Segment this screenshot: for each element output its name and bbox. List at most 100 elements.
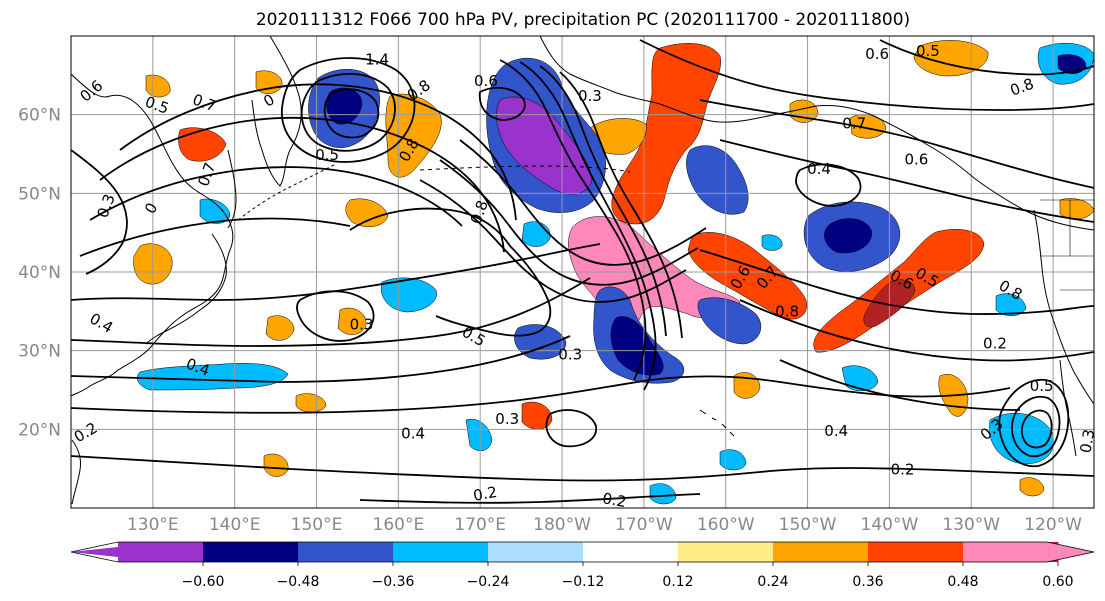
pv-contour-kamchatka-ring-2 [300,73,396,152]
lat-lon-grid [71,36,1094,508]
colorbar-box-5 [583,542,679,562]
lon-label: 120°W [1024,515,1082,535]
contour-label-text: 0.6 [904,151,928,169]
pv-contour-jet-1 [419,179,687,303]
lon-label: 160°W [697,515,755,535]
pv-contour-small-loop-1 [296,290,375,342]
contour-label-text: 0.7 [842,114,866,132]
pc-positive-north-pacific [687,232,807,320]
coast-alaska [539,36,1094,231]
colorbar-box-7 [773,542,869,562]
contour-label: 0.6 [904,151,928,169]
colorbar-tick-label: 0.48 [947,574,978,590]
pv-contour-north-4 [79,217,351,257]
contour-label-text: 0.2 [983,335,1007,353]
contour-label: 1.4 [365,51,389,69]
coast-asia-mainland [71,73,234,397]
contour-label-text: 0.3 [495,410,519,428]
contour-label: 0.3 [350,316,374,334]
colorbar-outline [70,541,1095,563]
colorbar-box-4 [488,542,584,562]
pv-contour-trough-1 [499,59,647,381]
pc-negative-small-6 [719,449,747,471]
contour-label: 0.6 [865,45,889,63]
pv-contour-alaska-2 [699,99,1094,189]
contour-label-text: 0.2 [601,489,628,511]
coast-japan [145,233,227,345]
contour-label-text: 0.2 [472,483,499,505]
pv-contour-baja-3 [1020,409,1053,449]
pv-contour-kamchatka-ring-3 [323,88,380,139]
pv-contour-kamchatka-ring [281,57,416,163]
contour-label: 0.3 [495,410,519,428]
pv-contour-trough-2 [519,61,657,391]
colorbar-tick-label: 0.60 [1042,574,1073,590]
contour-label: 0.5 [916,42,940,60]
pc-positive-small-12 [145,74,171,98]
coast-north-america-west [1033,209,1094,405]
colorbar-tick-label: −0.48 [277,574,320,590]
contour-label-text: 0.6 [474,72,498,90]
contour-label: 0.3 [1077,428,1099,455]
pv-contour-north-1 [119,83,517,221]
pv-contour-north-3 [89,166,463,227]
pv-contour-midlat-3 [71,335,571,383]
lon-label: 130°E [127,515,179,535]
precipitation-shading [133,40,1094,505]
pv-contour-east-ridge-2 [739,299,1094,362]
pc-negative-east-pacific-navy [824,218,873,254]
pv-contour-subtrop-2 [71,455,1094,482]
contour-label: 0.8 [775,302,799,320]
pv-contour-trough-4 [559,71,683,339]
pv-contour-west-lobe [71,149,128,275]
colorbar-box-last [963,542,1047,562]
lat-label: 30°N [18,342,61,362]
colorbar-extend-high [1047,542,1094,562]
contour-label: 0.5 [315,146,339,164]
pc-negative-small-8 [761,234,783,251]
contour-label-text: 0.3 [1077,428,1099,455]
contour-label-text: 0.3 [350,316,374,334]
lon-label: 170°E [454,515,506,535]
pv-contour-jet-3 [459,139,707,266]
pv-contour-midlat-2 [71,277,591,347]
pc-positive-small-2 [265,315,295,341]
lon-label: 140°W [861,515,919,535]
coast-sakhalin [227,149,237,229]
pv-contour-midlat-1 [71,243,601,301]
lat-label: 50°N [18,184,61,204]
pc-negative-west-pacific [137,363,289,391]
contour-label: 0 [141,200,161,217]
pv-contour-north-2 [99,116,505,253]
lat-label: 60°N [18,106,61,126]
longitude-labels: 130°E 140°E 150°E 160°E 170°E 180°W 170°W 160°W… [127,515,1082,535]
pv-contour-east-ridge-3 [779,359,1021,411]
pv-contour-tropics [359,493,701,504]
colorbar-tick-label: 0.24 [757,574,788,590]
contour-label-text: 1.4 [365,51,389,69]
colorbar-box-3 [393,542,489,562]
coast-kurils [237,163,337,221]
colorbar-tick-label: −0.36 [372,574,415,590]
lon-label: 140°E [209,515,261,535]
pv-contour-gulf-ring [879,39,1094,76]
pv-contour-small-loop-4 [478,86,526,121]
map-frame [70,35,1095,509]
contour-label: 0.4 [807,160,831,178]
coast-philippines [71,439,81,505]
lon-label: 130°W [942,515,1000,535]
colorbar-tick-label: 0.12 [662,574,693,590]
colorbar-box-1 [203,542,299,562]
coastlines [71,36,1094,505]
pv-contours [71,39,1094,504]
contour-label-text: 0.5 [1030,377,1054,395]
pv-contour-baja-1 [998,378,1070,468]
colorbar-box-2 [298,542,394,562]
state-borders [1040,199,1094,291]
contour-label: 0.6 [474,72,498,90]
pc-negative-small-4 [199,198,231,224]
pv-contour-small-loop-2 [545,409,597,448]
contour-label: 0 [260,90,277,110]
contour-label-text: 0.3 [558,346,582,364]
